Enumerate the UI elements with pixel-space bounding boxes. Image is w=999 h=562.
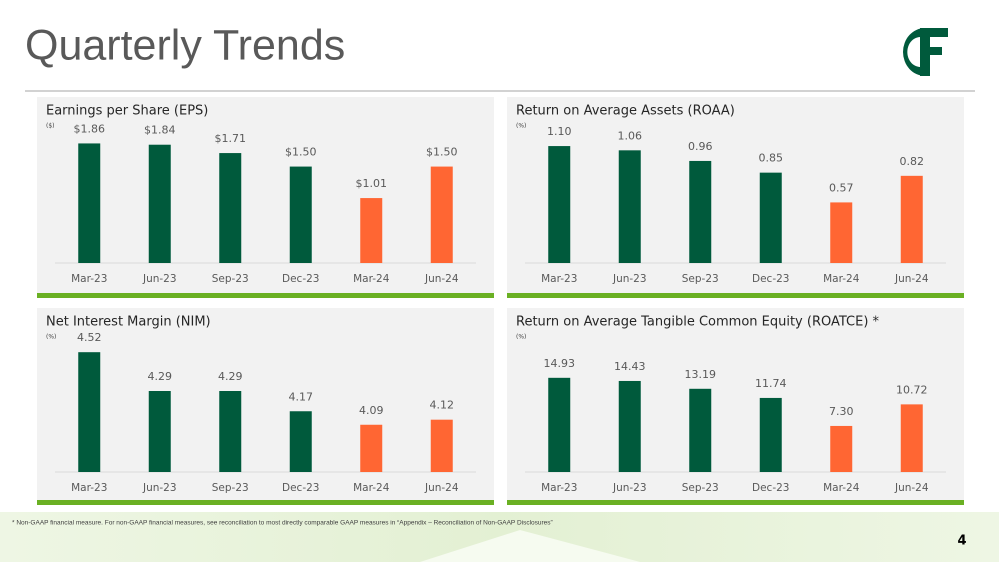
bar <box>618 150 641 263</box>
bar <box>759 172 782 263</box>
bar <box>148 144 171 263</box>
x-tick-label: Mar-24 <box>823 273 860 285</box>
data-label: 4.12 <box>430 399 455 412</box>
bar <box>830 425 853 472</box>
data-label: 14.93 <box>544 357 576 370</box>
x-tick-label: Jun-23 <box>142 273 177 285</box>
panel <box>37 97 494 298</box>
svg-text:&: & <box>907 45 918 60</box>
panel-accent <box>507 293 964 298</box>
x-tick-label: Mar-24 <box>353 482 390 494</box>
x-tick-label: Dec-23 <box>752 482 789 494</box>
bar <box>548 377 571 472</box>
data-label: $1.84 <box>144 124 176 137</box>
chart-title: Return on Average Assets (ROAA) <box>516 104 735 119</box>
data-label: 10.72 <box>896 383 928 396</box>
data-label: 4.52 <box>77 331 102 344</box>
data-label: 0.57 <box>829 181 854 194</box>
panel-accent <box>37 500 494 505</box>
chart-unit: (%) <box>516 123 526 130</box>
bar <box>219 391 242 472</box>
data-label: 1.10 <box>547 125 572 138</box>
slide-title: Quarterly Trends <box>25 21 345 69</box>
data-label: 4.17 <box>289 390 314 403</box>
chart-unit: (%) <box>516 334 526 341</box>
data-label: 0.85 <box>759 152 784 165</box>
bar <box>689 160 712 263</box>
bar <box>830 202 853 263</box>
bar <box>900 404 923 472</box>
x-tick-label: Jun-24 <box>424 482 459 494</box>
data-label: 4.09 <box>359 404 384 417</box>
x-tick-label: Dec-23 <box>282 482 319 494</box>
data-label: 11.74 <box>755 377 787 390</box>
data-label: 0.96 <box>688 140 713 153</box>
data-label: $1.50 <box>285 146 317 159</box>
panel <box>507 308 964 505</box>
footer-shape <box>420 530 640 562</box>
data-label: 13.19 <box>685 368 717 381</box>
bar <box>219 153 242 263</box>
x-tick-label: Jun-24 <box>894 273 929 285</box>
bar <box>900 175 923 263</box>
x-tick-label: Sep-23 <box>682 482 719 494</box>
x-tick-label: Mar-23 <box>71 482 107 494</box>
bar <box>430 419 453 472</box>
data-label: $1.71 <box>215 132 247 145</box>
bar <box>289 411 312 472</box>
bar <box>148 391 171 472</box>
bar <box>289 166 312 263</box>
bar <box>360 424 383 472</box>
x-tick-label: Jun-23 <box>612 273 647 285</box>
x-tick-label: Sep-23 <box>212 273 249 285</box>
bar <box>78 352 101 472</box>
x-tick-label: Dec-23 <box>752 273 789 285</box>
x-tick-label: Mar-24 <box>823 482 860 494</box>
chart-title: Net Interest Margin (NIM) <box>46 315 211 330</box>
x-tick-label: Sep-23 <box>212 482 249 494</box>
x-tick-label: Jun-23 <box>142 482 177 494</box>
data-label: $1.86 <box>74 122 106 135</box>
chart-unit: ($) <box>46 123 55 130</box>
panel <box>37 308 494 505</box>
data-label: 1.06 <box>618 129 643 142</box>
bar <box>689 388 712 472</box>
footnote: * Non-GAAP financial measure. For non-GA… <box>12 520 553 527</box>
logo: & <box>903 28 948 76</box>
data-label: 7.30 <box>829 405 854 418</box>
data-label: 4.29 <box>218 370 243 383</box>
x-tick-label: Mar-23 <box>71 273 107 285</box>
chart-title: Earnings per Share (EPS) <box>46 104 208 119</box>
x-tick-label: Jun-24 <box>894 482 929 494</box>
x-tick-label: Jun-23 <box>612 482 647 494</box>
chart-title: Return on Average Tangible Common Equity… <box>516 315 880 330</box>
data-label: 0.82 <box>900 155 925 168</box>
data-label: $1.50 <box>426 146 458 159</box>
bar <box>618 380 641 472</box>
data-label: 14.43 <box>614 360 646 373</box>
bar <box>548 146 571 263</box>
bar <box>430 166 453 263</box>
x-tick-label: Sep-23 <box>682 273 719 285</box>
x-tick-label: Dec-23 <box>282 273 319 285</box>
panel-accent <box>507 500 964 505</box>
chart-unit: (%) <box>46 334 56 341</box>
data-label: 4.29 <box>148 370 173 383</box>
data-label: $1.01 <box>356 177 388 190</box>
x-tick-label: Mar-23 <box>541 482 577 494</box>
page-number: 4 <box>957 534 966 549</box>
x-tick-label: Mar-23 <box>541 273 577 285</box>
bar <box>759 397 782 472</box>
panel <box>507 97 964 298</box>
bar <box>360 198 383 263</box>
bar <box>78 143 101 263</box>
x-tick-label: Jun-24 <box>424 273 459 285</box>
panel-accent <box>37 293 494 298</box>
x-tick-label: Mar-24 <box>353 273 390 285</box>
